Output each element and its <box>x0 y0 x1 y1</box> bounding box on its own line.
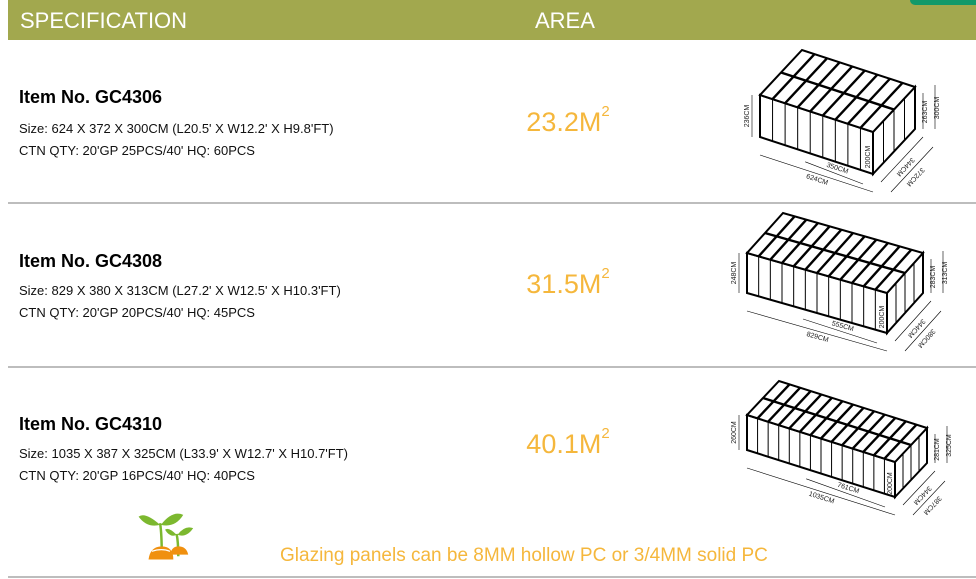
dim-line <box>894 300 932 342</box>
item-area: 23.2M2 <box>526 103 610 137</box>
item-title: Item No. GC4306 <box>19 87 163 107</box>
dim-inner-width: 344CM <box>895 156 916 177</box>
dim-total-length: 1035CM <box>808 491 835 506</box>
dim-line <box>880 136 924 183</box>
dim-total-length: 624CM <box>805 173 829 187</box>
dim-inner-width: 344CM <box>912 484 933 505</box>
item-qty: CTN QTY: 20'GP 16PCS/40' HQ: 40PCS <box>19 468 255 483</box>
dim-line <box>746 310 888 352</box>
dim-height-left: 260CM <box>731 421 738 444</box>
table-header: SPECIFICATION AREA <box>8 0 976 40</box>
dim-total-length: 829CM <box>806 331 830 344</box>
item-qty: CTN QTY: 20'GP 20PCS/40' HQ: 45PCS <box>19 305 255 320</box>
item-area: 40.1M2 <box>526 425 610 459</box>
dim-line <box>912 480 946 516</box>
dim-line <box>802 318 878 344</box>
dim-height-left: 248CM <box>731 262 738 285</box>
header-accent <box>910 0 976 5</box>
dim-mid-height: 281CM <box>934 438 941 461</box>
dim-line <box>904 310 942 352</box>
roof-purlin <box>762 396 912 447</box>
item-size: Size: 829 X 380 X 313CM (L27.2' X W12.5'… <box>19 283 341 298</box>
item-title: Item No. GC4310 <box>19 414 163 434</box>
dim-line <box>759 154 874 193</box>
item-size: Size: 624 X 372 X 300CM (L20.5' X W12.2'… <box>19 121 334 136</box>
item-title: Item No. GC4308 <box>19 251 163 271</box>
dim-line <box>806 478 886 508</box>
dim-door-height: 200CM <box>879 306 886 329</box>
sprout-icon <box>138 513 194 560</box>
dim-height-left: 236CM <box>744 105 751 128</box>
bottom-divider <box>8 576 976 578</box>
dim-mid-height: 263CM <box>922 101 929 124</box>
dim-total-height: 325CM <box>946 434 953 457</box>
row-divider <box>8 366 976 368</box>
glazing-note: Glazing panels can be 8MM hollow PC or 3… <box>280 545 768 566</box>
item-size: Size: 1035 X 387 X 325CM (L33.9' X W12.7… <box>19 446 348 461</box>
header-area: AREA <box>535 8 595 33</box>
roof-purlin <box>780 71 895 111</box>
dim-door-height: 200CM <box>865 146 872 169</box>
dim-line <box>746 467 896 516</box>
dim-mid-height: 283CM <box>930 266 937 289</box>
row-divider <box>8 202 976 204</box>
dim-inner-width: 344CM <box>906 317 926 339</box>
dim-total-height: 300CM <box>934 97 941 120</box>
product-row: Item No. GC4308 Size: 829 X 380 X 313CM … <box>8 204 976 367</box>
product-row: Item No. GC4306 Size: 624 X 372 X 300CM … <box>8 40 976 203</box>
item-qty: CTN QTY: 20'GP 25PCS/40' HQ: 60PCS <box>19 143 255 158</box>
header-specification: SPECIFICATION <box>20 8 188 33</box>
dim-line <box>805 161 864 185</box>
dim-total-height: 313CM <box>942 262 949 285</box>
dim-line <box>902 470 936 506</box>
dim-door-height: 200CM <box>887 472 894 495</box>
dim-line <box>890 146 934 193</box>
item-area: 31.5M2 <box>526 265 610 299</box>
roof-purlin <box>764 231 906 275</box>
product-row: Item No. GC4310 Size: 1035 X 387 X 325CM… <box>8 368 976 528</box>
